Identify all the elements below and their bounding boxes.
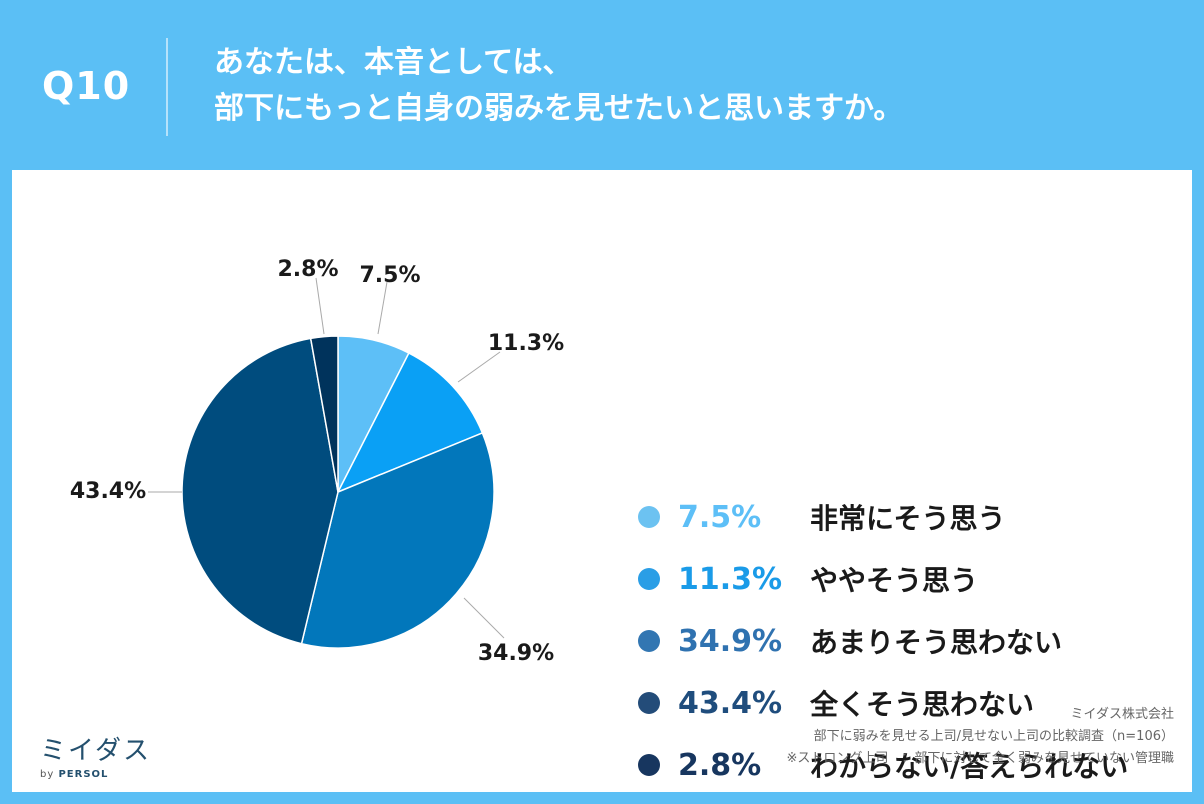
chart-card: 7.5% 11.3% 34.9% 43.4% 2.8% 7.5% 非常にそう思う 11.3%… [12,170,1192,792]
legend-item: 11.3% ややそう思う [638,548,1128,610]
legend-item: 43.4% 全くそう思わない [638,672,1128,734]
pie-slice [309,335,339,493]
legend-item: 7.5% 非常にそう思う [638,486,1128,548]
legend-label: 全くそう思わない [810,688,1035,721]
legend-dot [638,692,660,714]
logo-name: ミイダス [40,736,151,766]
footer: ミイダス株式会社 部下に弱みを見せる上司/見せない上司の比較調査（n=106） … [786,704,1174,770]
logo-byline: by PERSOL [40,769,151,780]
legend-item: 34.9% あまりそう思わない [638,610,1128,672]
pie-slice [336,352,484,494]
leader-line [377,281,388,335]
leader-line [463,597,505,639]
footer-note: ※ストロング上司 ：部下に対して全く弱みを見せていない管理職 [786,751,1174,766]
logo-brand: PERSOL [58,769,109,780]
leader-line [457,351,501,383]
question-number: Q10 [42,64,131,108]
slice-value-label: 2.8% [277,257,338,282]
legend-label: 非常にそう思う [810,502,1006,535]
footer-survey: 部下に弱みを見せる上司/見せない上司の比較調査（n=106） [813,729,1174,744]
legend-dot [638,568,660,590]
logo-by: by [40,769,55,780]
slice-value-label: 43.4% [70,479,146,504]
legend-label: あまりそう思わない [810,626,1063,659]
legend-dot [638,630,660,652]
slice-value-label: 7.5% [359,263,420,288]
leader-line [315,277,325,335]
legend-value: 11.3% [678,561,783,597]
legend-item: 2.8% わからない/答えられない [638,734,1128,796]
legend-dot [638,754,660,776]
header: Q10 あなたは、本音としては、 部下にもっと自身の弱みを見せたいと思いますか。 [0,0,1204,170]
question-title-line2: 部下にもっと自身の弱みを見せたいと思いますか。 [214,91,904,126]
slice-value-label: 34.9% [478,641,554,666]
legend-dot [638,506,660,528]
pie-chart: 7.5% 11.3% 34.9% 43.4% 2.8% [70,257,564,666]
legend-label: わからない/答えられない [810,750,1129,783]
pie-slice [181,337,339,645]
legend-value: 34.9% [678,623,783,659]
legend-value: 43.4% [678,685,783,721]
question-title: あなたは、本音としては、 部下にもっと自身の弱みを見せたいと思いますか。 [214,40,903,132]
pie-slice [300,431,495,649]
legend-value: 2.8% [678,747,762,783]
miidas-logo: ミイダス by PERSOL [40,730,151,780]
legend-label: ややそう思う [810,564,979,597]
footer-company: ミイダス株式会社 [1070,707,1174,722]
question-title-line1: あなたは、本音としては、 [214,45,573,80]
slice-value-label: 11.3% [488,331,564,356]
legend: 7.5% 非常にそう思う 11.3% ややそう思う 34.9% あまりそう思わない 43.4… [638,486,1128,796]
legend-value: 7.5% [678,499,762,535]
header-divider [166,38,168,136]
